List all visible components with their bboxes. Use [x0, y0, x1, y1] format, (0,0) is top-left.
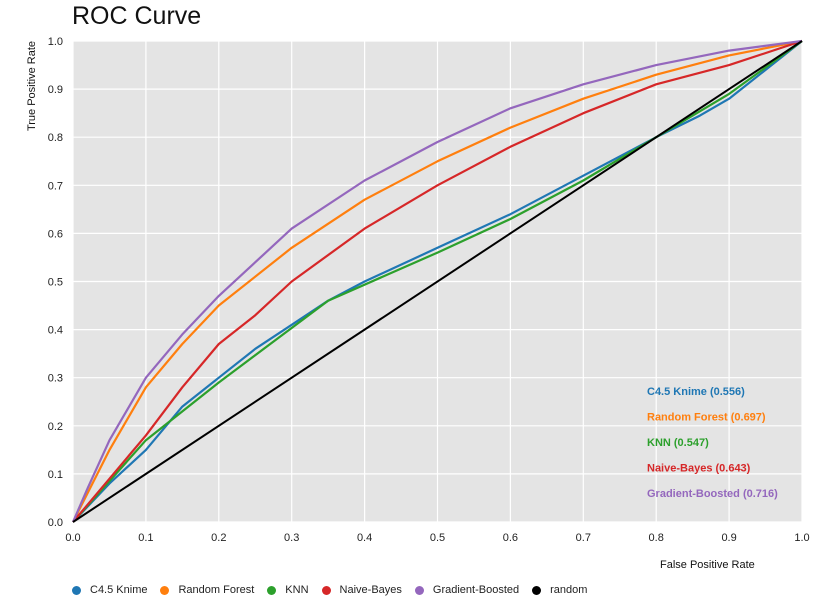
x-tick-label: 0.3	[284, 532, 299, 544]
y-tick-label: 0.1	[48, 469, 63, 481]
y-tick-label: 0.4	[48, 325, 63, 337]
legend-label: Random Forest	[178, 584, 255, 596]
x-tick-label: 1.0	[794, 532, 809, 544]
series-line-random	[72, 40, 803, 523]
auc-label: KNN (0.547)	[647, 437, 709, 449]
legend-label: random	[550, 584, 588, 596]
x-tick-label: 0.7	[576, 532, 591, 544]
y-tick-label: 0.0	[48, 517, 63, 529]
series-lines	[71, 39, 803, 523]
x-tick-label: 0.8	[649, 532, 664, 544]
x-tick-label: 0.1	[138, 532, 153, 544]
series-line-naive-bayes	[72, 39, 803, 523]
legend-item[interactable]: random	[532, 584, 587, 596]
series-line-knn	[72, 40, 803, 523]
auc-label: C4.5 Knime (0.556)	[647, 386, 745, 398]
series-line-c4-5-knime	[72, 40, 803, 523]
x-tick-label: 0.4	[357, 532, 372, 544]
series-line-gradient-boosted	[71, 39, 803, 523]
series-line-random-forest	[72, 39, 803, 523]
legend: C4.5 Knime Random Forest KNN Naive-Bayes Gra…	[72, 584, 600, 596]
legend-marker-icon	[414, 585, 424, 595]
y-tick-label: 0.9	[48, 84, 63, 96]
legend-item[interactable]: Gradient-Boosted	[414, 584, 520, 596]
y-tick-label: 1.0	[48, 36, 63, 48]
x-tick-label: 0.5	[430, 532, 445, 544]
legend-marker-icon	[160, 585, 170, 595]
legend-label: Naive-Bayes	[339, 584, 402, 596]
legend-label: KNN	[285, 584, 309, 596]
legend-marker-icon	[532, 585, 542, 595]
y-tick-label: 0.6	[48, 228, 63, 240]
legend-marker-icon	[321, 585, 331, 595]
auc-label: Random Forest (0.697)	[647, 412, 766, 424]
y-tick-label: 0.2	[48, 421, 63, 433]
legend-marker-icon	[72, 585, 81, 595]
x-tick-label: 0.9	[721, 532, 736, 544]
auc-labels: C4.5 Knime (0.556) Random Forest (0.697) K…	[647, 386, 778, 500]
y-tick-label: 0.8	[48, 132, 63, 144]
auc-label: Naive-Bayes (0.643)	[647, 463, 751, 475]
y-tick-label: 0.3	[48, 373, 63, 385]
y-tick-label: 0.7	[48, 180, 63, 192]
legend-item[interactable]: Random Forest	[160, 584, 254, 596]
x-tick-label: 0.0	[65, 532, 80, 544]
legend-item[interactable]: KNN	[267, 584, 309, 596]
y-tick-label: 0.5	[48, 277, 63, 289]
auc-label: Gradient-Boosted (0.716)	[647, 488, 778, 500]
tick-labels: 0.0 0.1 0.2 0.3 0.4 0.5 0.6 0.7 0.8 0.9 1.0 0.0 0.1 0…	[48, 36, 810, 544]
x-axis-label: False Positive Rate	[660, 559, 755, 571]
chart-title: ROC Curve	[72, 2, 202, 30]
legend-label: Gradient-Boosted	[432, 584, 520, 596]
legend-label: C4.5 Knime	[90, 584, 148, 596]
legend-item[interactable]: Naive-Bayes	[321, 584, 402, 596]
x-tick-label: 0.2	[211, 532, 226, 544]
x-tick-label: 0.6	[503, 532, 518, 544]
legend-marker-icon	[267, 585, 277, 595]
legend-item[interactable]: C4.5 Knime	[72, 584, 147, 596]
